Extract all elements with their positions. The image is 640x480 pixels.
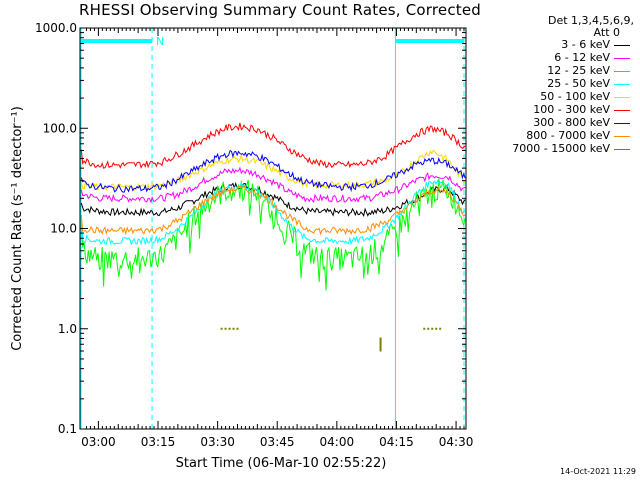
- detector-label: Det 1,3,4,5,6,9,: [547, 14, 634, 27]
- sparse-point-7000-15000-2: [228, 327, 231, 330]
- time-markers: N: [80, 28, 465, 429]
- generation-timestamp: 14-Oct-2021 11:29: [560, 467, 636, 476]
- attenuator-label: Att 0: [593, 26, 620, 39]
- x-tick-label-5: 04:15: [379, 435, 414, 449]
- legend-item: 100 - 300 keV: [470, 103, 638, 116]
- sparse-point-7000-15000-0: [220, 327, 223, 330]
- legend-swatch: [614, 71, 630, 72]
- x-tick-label-6: 04:30: [439, 435, 474, 449]
- sparse-point-7000-15000-7: [427, 327, 430, 330]
- x-tick-label-0: 03:00: [81, 435, 116, 449]
- y-tick-label-1: 1.0: [58, 322, 77, 336]
- legend-swatch: [614, 110, 630, 111]
- legend-label: 50 - 100 keV: [540, 90, 610, 103]
- legend-item: 3 - 6 keV: [470, 38, 638, 51]
- legend-swatch: [614, 123, 630, 124]
- legend-swatch: [614, 58, 630, 59]
- legend-swatch: [614, 84, 630, 85]
- legend-item: 300 - 800 keV: [470, 116, 638, 129]
- x-tick-label-4: 04:00: [320, 435, 355, 449]
- legend-swatch: [614, 149, 630, 150]
- legend-label: 7000 - 15000 keV: [512, 142, 610, 155]
- legend-item: 25 - 50 keV: [470, 77, 638, 90]
- series-line-12-25-keV: [80, 178, 466, 291]
- sparse-point-7000-15000-1: [224, 327, 227, 330]
- legend-swatch: [614, 136, 630, 137]
- legend-label: 25 - 50 keV: [547, 77, 610, 90]
- legend-item: 7000 - 15000 keV: [470, 142, 638, 155]
- night-label-0: N: [156, 35, 164, 48]
- legend-item: 50 - 100 keV: [470, 90, 638, 103]
- series-line-300-800-keV: [80, 149, 466, 193]
- x-tick-label-2: 03:30: [200, 435, 235, 449]
- sparse-point-7000-15000-9: [435, 327, 438, 330]
- legend-swatch: [614, 97, 630, 98]
- legend-item: 800 - 7000 keV: [470, 129, 638, 142]
- series-line-800-7000-keV: [80, 184, 466, 236]
- legend-label: 6 - 12 keV: [554, 51, 610, 64]
- sparse-point-7000-15000-5: [379, 337, 382, 352]
- legend-label: 800 - 7000 keV: [526, 129, 610, 142]
- sparse-point-7000-15000-4: [236, 327, 239, 330]
- legend-label: 12 - 25 keV: [547, 64, 610, 77]
- y-tick-label-4: 1000.0: [35, 21, 77, 35]
- series-line-6-12-keV: [80, 166, 466, 204]
- axis-ticks: 0.1 1.0 10.0 100.0 1000.0 03:00 03:15 03:30 03:4…: [10, 21, 473, 471]
- legend-label: 100 - 300 keV: [533, 103, 610, 116]
- series-lines: [80, 122, 466, 352]
- legend: 3 - 6 keV 6 - 12 keV 12 - 25 keV 25 - 50 ke…: [470, 38, 638, 155]
- x-tick-label-1: 03:15: [141, 435, 176, 449]
- y-tick-label-3: 100.0: [43, 121, 77, 135]
- legend-label: 300 - 800 keV: [533, 116, 610, 129]
- x-axis-label: Start Time (06-Mar-10 02:55:22): [176, 456, 387, 471]
- y-axis-label: Corrected Count Rate (s⁻¹ detector⁻¹): [10, 106, 25, 351]
- x-tick-label-3: 03:45: [260, 435, 295, 449]
- series-line-100-300-keV: [80, 122, 466, 169]
- legend-item: 12 - 25 keV: [470, 64, 638, 77]
- chart-title: RHESSI Observing Summary Count Rates, Co…: [78, 1, 481, 19]
- sparse-point-7000-15000-8: [431, 327, 434, 330]
- sparse-point-7000-15000-3: [232, 327, 235, 330]
- series-line-3-6-keV: [80, 181, 466, 217]
- sparse-point-7000-15000-10: [439, 327, 442, 330]
- y-tick-label-0: 0.1: [58, 422, 77, 436]
- sparse-point-7000-15000-6: [423, 327, 426, 330]
- legend-label: 3 - 6 keV: [561, 38, 610, 51]
- y-tick-label-2: 10.0: [50, 222, 77, 236]
- series-line-25-50-keV: [80, 179, 466, 246]
- legend-item: 6 - 12 keV: [470, 51, 638, 64]
- legend-swatch: [614, 45, 630, 46]
